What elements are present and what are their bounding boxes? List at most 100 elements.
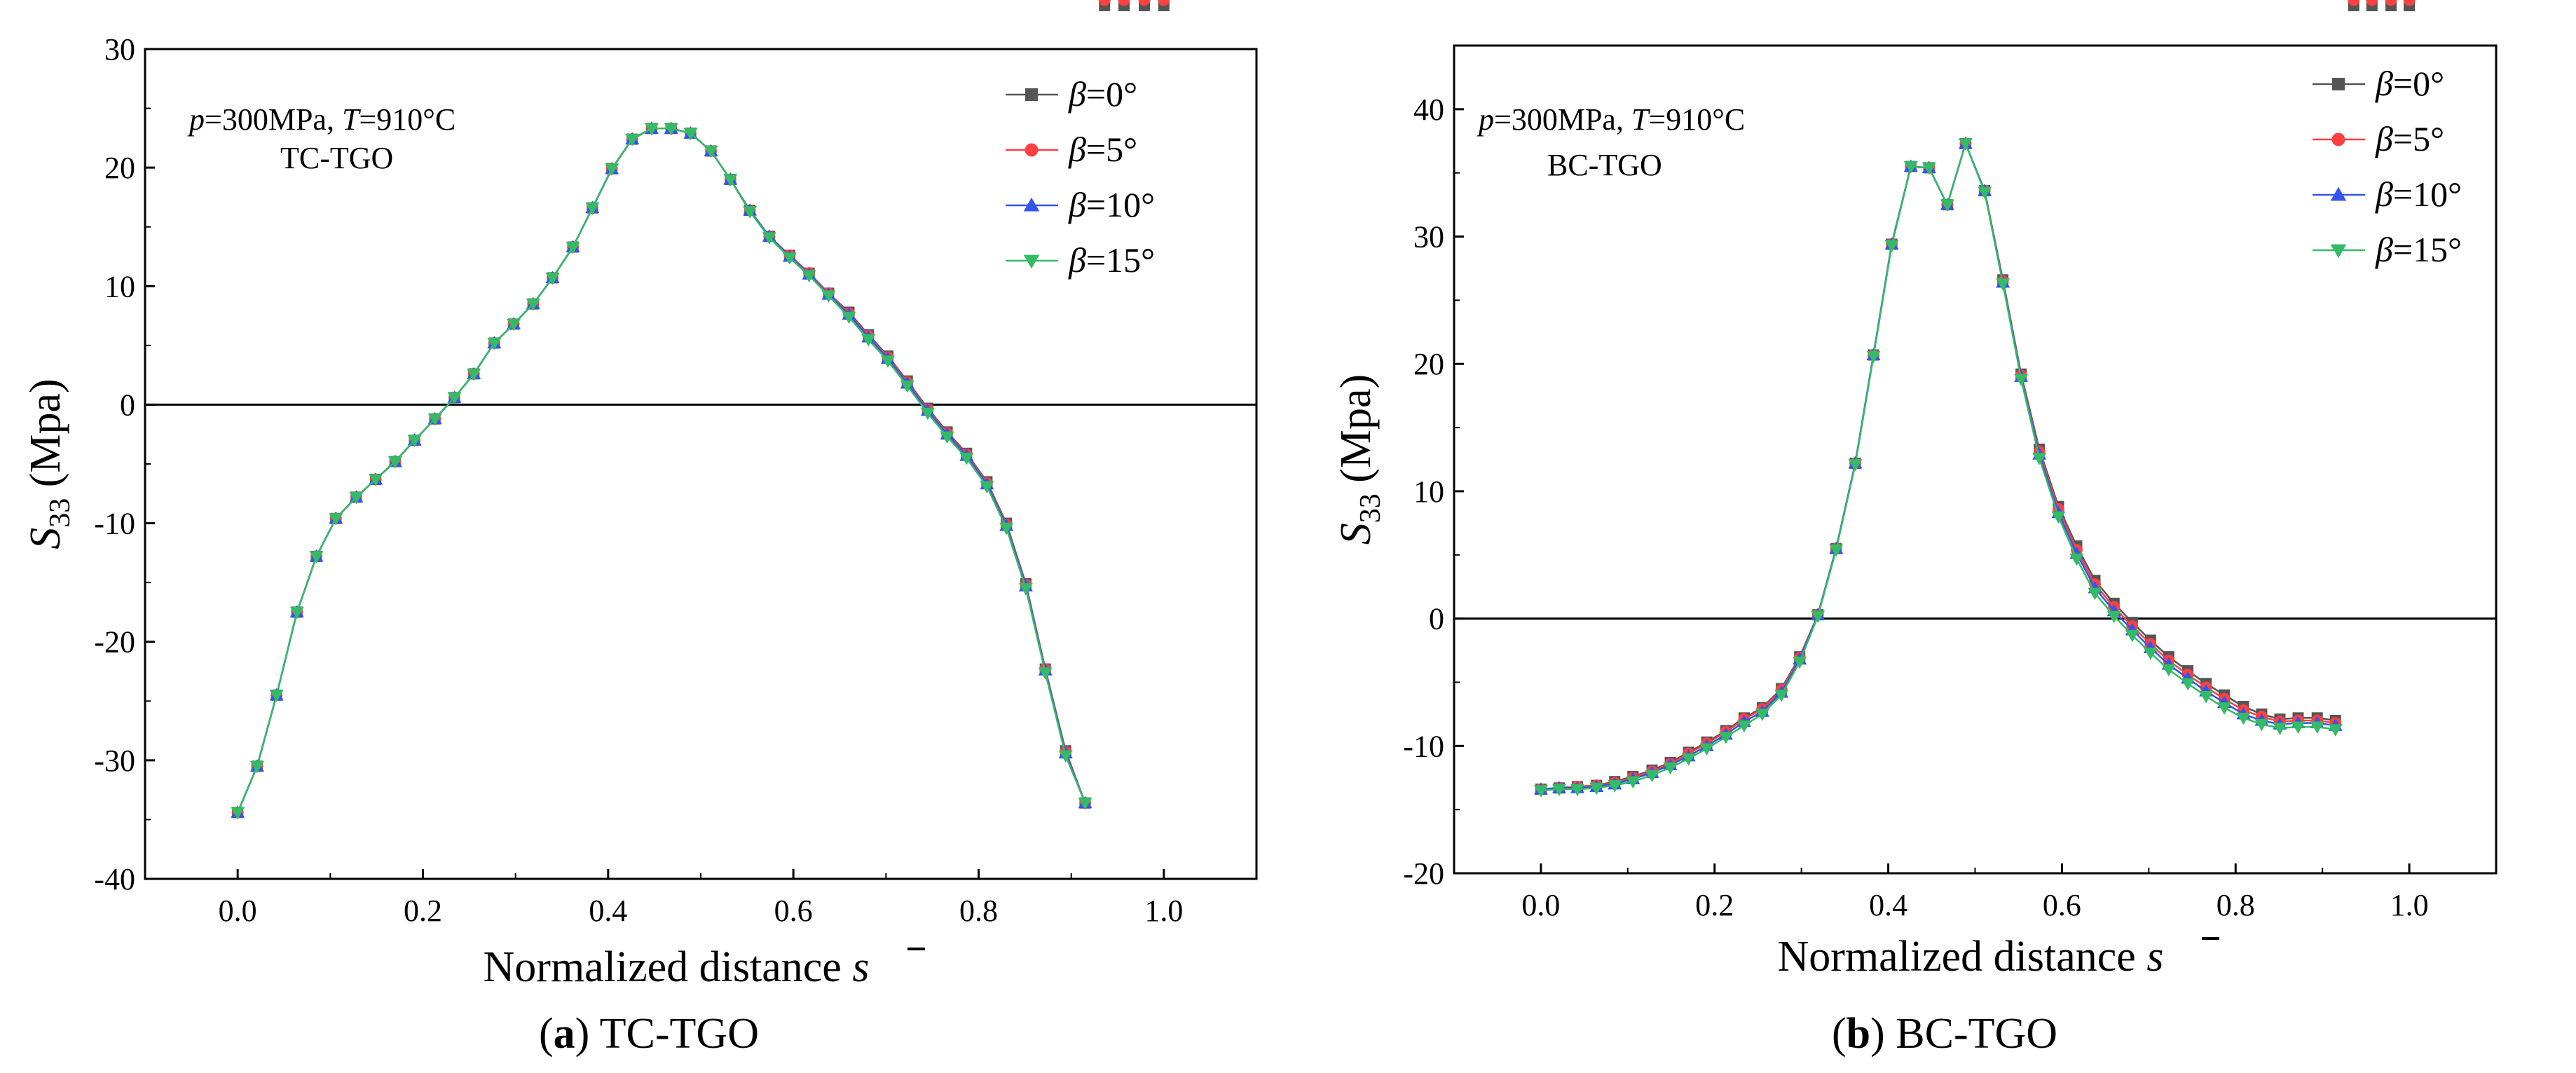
legend-label-2: β=5° <box>1068 130 1137 169</box>
annotation-p-value: =300MPa, <box>1494 102 1631 137</box>
x-axis-label: Normalized distance s <box>484 943 870 991</box>
annotation-T: T <box>1631 102 1651 137</box>
legend-symbol: β <box>2375 175 2393 214</box>
data-point <box>1098 0 1111 6</box>
x-axis-label-symbol: s <box>2146 933 2163 980</box>
data-point <box>861 334 876 347</box>
legend-label-3: β=10° <box>1068 185 1155 224</box>
legend-value: =10° <box>1086 185 1155 224</box>
data-point <box>1078 798 1092 810</box>
legend-value: =0° <box>1086 74 1137 114</box>
data-point <box>2217 702 2232 715</box>
data-point <box>625 134 640 146</box>
data-point <box>821 290 836 303</box>
data-point <box>1608 780 1622 793</box>
panel-caption: (a) TC-TGO <box>539 1010 759 1058</box>
data-point <box>2254 718 2269 732</box>
y-tick-label: -10 <box>94 507 135 541</box>
legend-value: =15° <box>1086 240 1155 280</box>
data-point <box>2051 511 2066 524</box>
data-point <box>2273 723 2287 735</box>
x-tick-label: 0.8 <box>959 894 998 928</box>
data-point <box>880 355 895 368</box>
annotation-T: T <box>342 102 362 137</box>
legend-marker-4 <box>1023 254 1040 269</box>
data-point <box>940 431 954 444</box>
data-point <box>388 456 402 469</box>
data-point <box>1589 782 1604 795</box>
data-point <box>762 232 776 245</box>
y-tick-label: 0 <box>1429 602 1444 636</box>
data-point <box>920 407 935 421</box>
data-point <box>1158 0 1170 6</box>
data-point <box>507 318 521 332</box>
legend-symbol: β <box>1068 130 1086 169</box>
data-point <box>1018 583 1033 596</box>
annotation-region: BC-TGO <box>1547 148 1662 182</box>
y-axis-label-symbol: S <box>1332 523 1380 545</box>
data-point <box>802 270 816 283</box>
data-point <box>1978 186 1992 199</box>
x-tick-label: 0.4 <box>589 894 627 928</box>
data-point <box>289 606 304 620</box>
data-point <box>545 272 560 285</box>
panel-caption: (b) BC-TGO <box>1832 1010 2057 1058</box>
legend-marker-1 <box>2332 78 2345 90</box>
data-point <box>526 299 540 311</box>
annotation-conditions: p=300MPa, T=910°C <box>1477 102 1745 137</box>
legend-marker-3 <box>2330 186 2347 201</box>
data-point <box>407 435 422 448</box>
data-point <box>1551 784 1566 797</box>
y-tick-label: -10 <box>1403 729 1444 763</box>
data-point <box>1118 0 1130 6</box>
y-axis-label-symbol: S <box>22 528 69 549</box>
data-point <box>605 163 619 176</box>
data-point <box>2032 453 2047 465</box>
data-point <box>782 252 797 265</box>
x-axis-label-text: Normalized distance <box>1778 933 2147 980</box>
caption-text: ) BC-TGO <box>1870 1010 2057 1058</box>
legend-symbol: β <box>1068 74 1086 114</box>
y-tick-label: 0 <box>120 388 135 422</box>
x-tick-label: 0.2 <box>404 894 442 928</box>
data-point <box>2291 721 2306 734</box>
legend-label-3: β=10° <box>2375 175 2462 214</box>
y-tick-label: -40 <box>94 862 135 896</box>
y-tick-label: 10 <box>104 269 135 303</box>
legend-marker-2 <box>1025 143 1039 157</box>
data-point <box>1718 732 1733 744</box>
data-point <box>269 690 284 702</box>
caption-letter: b <box>1847 1010 1870 1058</box>
data-point <box>1774 690 1789 702</box>
legend-value: =15° <box>2393 230 2462 269</box>
y-tick-label: 10 <box>1413 474 1444 509</box>
data-point <box>704 145 718 158</box>
data-point <box>1921 162 1936 175</box>
data-point <box>2310 721 2324 734</box>
data-point <box>2366 0 2378 6</box>
data-point <box>2014 374 2029 387</box>
legend-label-1: β=0° <box>1068 74 1137 114</box>
y-axis-label: S33 (Mpa) <box>1332 374 1387 545</box>
y-axis-label-subscript: 33 <box>1355 493 1387 523</box>
data-point <box>467 368 481 381</box>
data-point <box>427 414 442 426</box>
data-point <box>683 128 698 141</box>
data-point <box>1699 743 1714 756</box>
panel-b: 0.0 0.2 0.4 0.6 0.8 1.0 -20 -10 0 10 20 30 40 p=300MP… <box>1332 0 2498 1058</box>
caption-open: ( <box>539 1010 554 1058</box>
series-markers-4 <box>231 123 1092 820</box>
x-tick-label: 1.0 <box>1144 894 1183 928</box>
data-point <box>1663 762 1678 775</box>
caption-open: ( <box>1832 1010 1847 1058</box>
annotation-T-value: =910°C <box>1648 102 1745 137</box>
legend-symbol: β <box>2375 119 2393 158</box>
data-point <box>900 380 914 393</box>
data-point <box>1681 753 1696 766</box>
annotation-p-value: =300MPa, <box>205 102 342 137</box>
caption-text: ) TC-TGO <box>575 1010 759 1058</box>
x-tick-label: 0.0 <box>1521 888 1560 922</box>
y-tick-label: -20 <box>94 625 135 659</box>
data-point <box>959 453 974 465</box>
data-point <box>999 522 1014 535</box>
